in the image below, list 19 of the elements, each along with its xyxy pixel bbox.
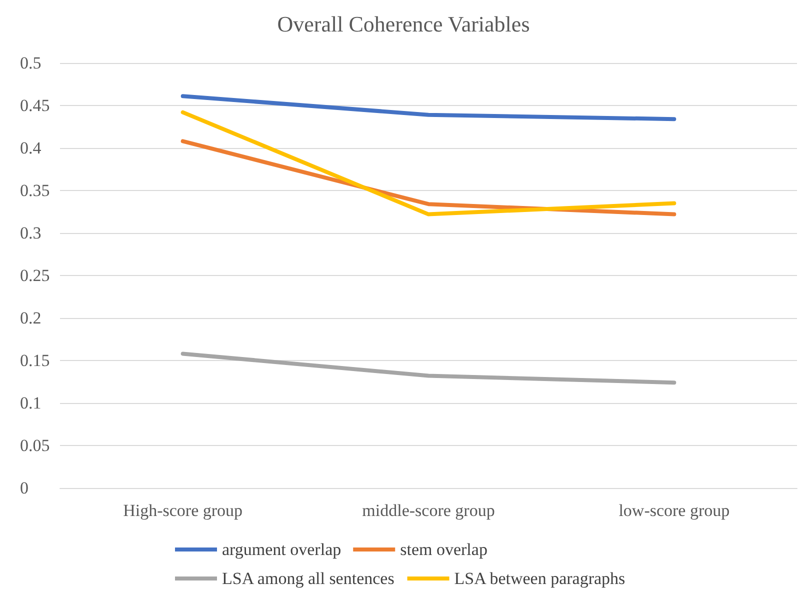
y-tick-label: 0.45	[20, 96, 50, 115]
legend-label: stem overlap	[400, 540, 488, 559]
y-tick-label: 0.25	[20, 266, 50, 285]
y-tick-label: 0.3	[20, 224, 42, 242]
y-tick-label: 0.35	[20, 181, 50, 200]
y-tick-label: 0.2	[20, 308, 42, 328]
x-tick-label: middle-score group	[362, 501, 495, 520]
y-tick-label: 0.15	[20, 351, 50, 370]
legend-label: LSA among all sentences	[222, 569, 394, 588]
y-tick-label: 0.05	[20, 436, 50, 455]
legend-label: argument overlap	[222, 540, 342, 559]
x-tick-label: low-score group	[618, 501, 730, 520]
chart-title: Overall Coherence Variables	[277, 12, 530, 36]
x-tick-label: High-score group	[123, 501, 243, 520]
y-tick-label: 0.1	[20, 394, 42, 412]
y-tick-label: 0	[20, 478, 28, 498]
legend-label: LSA between paragraphs	[454, 569, 626, 588]
y-tick-label: 0.5	[20, 54, 42, 72]
y-tick-label: 0.4	[20, 138, 42, 158]
